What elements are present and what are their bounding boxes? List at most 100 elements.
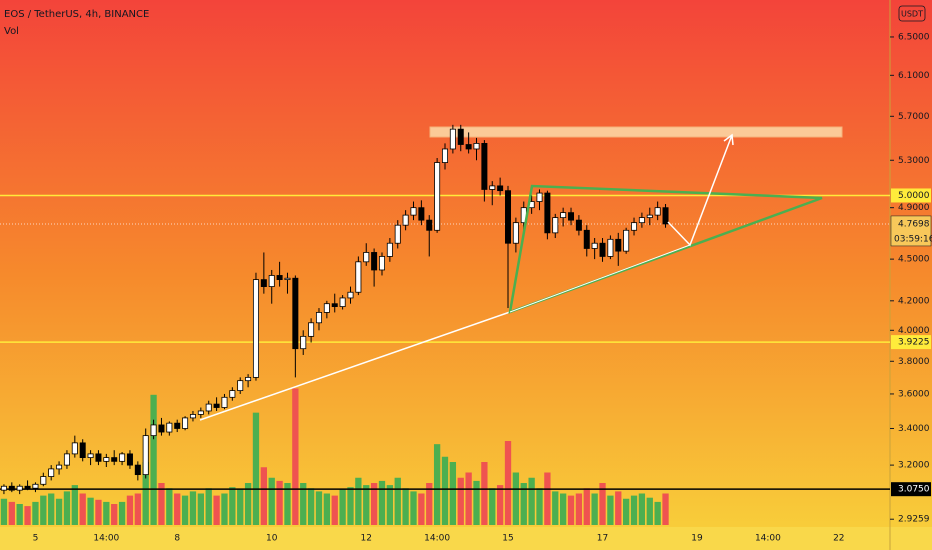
- candle-body: [166, 422, 173, 433]
- volume-bar: [142, 462, 149, 525]
- drawings: [199, 133, 823, 421]
- currency-box: [898, 5, 926, 22]
- volume-bar: [276, 480, 283, 525]
- volume-bar: [512, 472, 520, 525]
- y-tick-label: 6.1000: [898, 71, 930, 81]
- candle-body: [591, 242, 598, 249]
- x-tick-label: 14:00: [424, 534, 450, 544]
- candle-body: [245, 376, 252, 382]
- volume-bar: [284, 483, 291, 525]
- volume-bar: [347, 487, 354, 525]
- volume-bar: [449, 462, 457, 525]
- volume-bar: [103, 501, 110, 525]
- projection-arrow: [667, 134, 733, 247]
- candle-body: [142, 435, 149, 476]
- volume-bar: [237, 489, 244, 525]
- candle-body: [16, 485, 23, 491]
- volume-bar: [292, 388, 299, 525]
- candle-body: [221, 396, 228, 408]
- volume-bar: [363, 485, 370, 525]
- volume-bar: [260, 467, 267, 525]
- candle-body: [465, 144, 472, 150]
- volume-bar: [213, 495, 220, 525]
- volume-bar: [662, 493, 669, 525]
- candle-body: [434, 162, 441, 231]
- candle-body: [638, 217, 645, 224]
- volume-bar: [355, 477, 362, 525]
- candle-body: [315, 312, 322, 324]
- candle-body: [284, 277, 291, 281]
- volume-label: Vol: [4, 26, 19, 37]
- y-tick-label: 6.5000: [898, 32, 930, 42]
- price-label-box: [891, 335, 931, 350]
- volume-bar: [244, 483, 252, 525]
- candle-body: [378, 256, 385, 271]
- candle-body: [111, 457, 118, 462]
- candle-body: [205, 403, 212, 412]
- candle-body: [323, 303, 330, 313]
- volume-bar: [473, 480, 480, 525]
- currency: USDT: [901, 10, 923, 19]
- volume-bar: [339, 489, 346, 525]
- volume-bar: [118, 501, 126, 525]
- price-label: 3.9225: [898, 338, 930, 348]
- candle-body: [268, 275, 275, 287]
- candle-body: [103, 457, 110, 462]
- volume-bar: [630, 495, 638, 525]
- volume-bar: [457, 477, 464, 525]
- candle-body: [394, 224, 401, 244]
- volume-bar: [433, 444, 441, 525]
- candle-body: [189, 414, 196, 419]
- candle-body: [260, 279, 267, 287]
- volume-bar: [24, 506, 31, 525]
- candle-body: [63, 453, 70, 466]
- candle-body: [0, 485, 7, 491]
- candle-body: [386, 242, 393, 257]
- candle-body: [174, 422, 181, 429]
- candle-body: [229, 390, 236, 398]
- candle-body: [449, 128, 456, 150]
- candle-body: [615, 238, 622, 252]
- y-tick-label: 3.2000: [898, 461, 930, 471]
- y-tick-label: 3.6000: [898, 389, 930, 399]
- volume-bar: [481, 462, 488, 525]
- volume-bar: [567, 495, 575, 525]
- volume-bar: [181, 495, 189, 525]
- candle-body: [623, 229, 630, 252]
- volume-bar: [158, 483, 165, 525]
- volume-bar: [189, 491, 197, 525]
- candle-body: [347, 291, 354, 299]
- last-price-label: 4.7698: [898, 219, 930, 229]
- candle-body: [552, 217, 559, 234]
- volume-bar: [654, 501, 661, 525]
- candle-body: [79, 442, 86, 459]
- candle-body: [339, 297, 346, 307]
- volume-bar: [307, 488, 315, 525]
- volume-bar: [489, 488, 496, 525]
- price-label-box: [891, 482, 931, 497]
- candle-body: [150, 424, 157, 437]
- y-tick-label: 5.7000: [898, 112, 930, 122]
- candle-body: [197, 410, 204, 415]
- volume-bar: [591, 493, 598, 525]
- candle-body: [402, 214, 409, 226]
- volume-bar: [87, 497, 94, 525]
- candle-body: [292, 277, 299, 350]
- volume-bar: [79, 493, 86, 525]
- volume-bar: [40, 495, 47, 525]
- volume-bar: [205, 488, 212, 525]
- trendline: [509, 244, 691, 313]
- x-tick-label: 5: [33, 534, 39, 544]
- candle-body: [631, 222, 638, 231]
- volume-bar: [504, 441, 512, 525]
- volume-bar: [331, 495, 338, 525]
- volume-bar: [386, 485, 394, 525]
- y-tick-label: 4.9000: [898, 203, 930, 213]
- candle-body: [599, 242, 606, 257]
- volume-bar: [615, 491, 622, 525]
- candle-body: [371, 252, 378, 271]
- volume-bar: [197, 493, 204, 525]
- candle-body: [583, 229, 590, 249]
